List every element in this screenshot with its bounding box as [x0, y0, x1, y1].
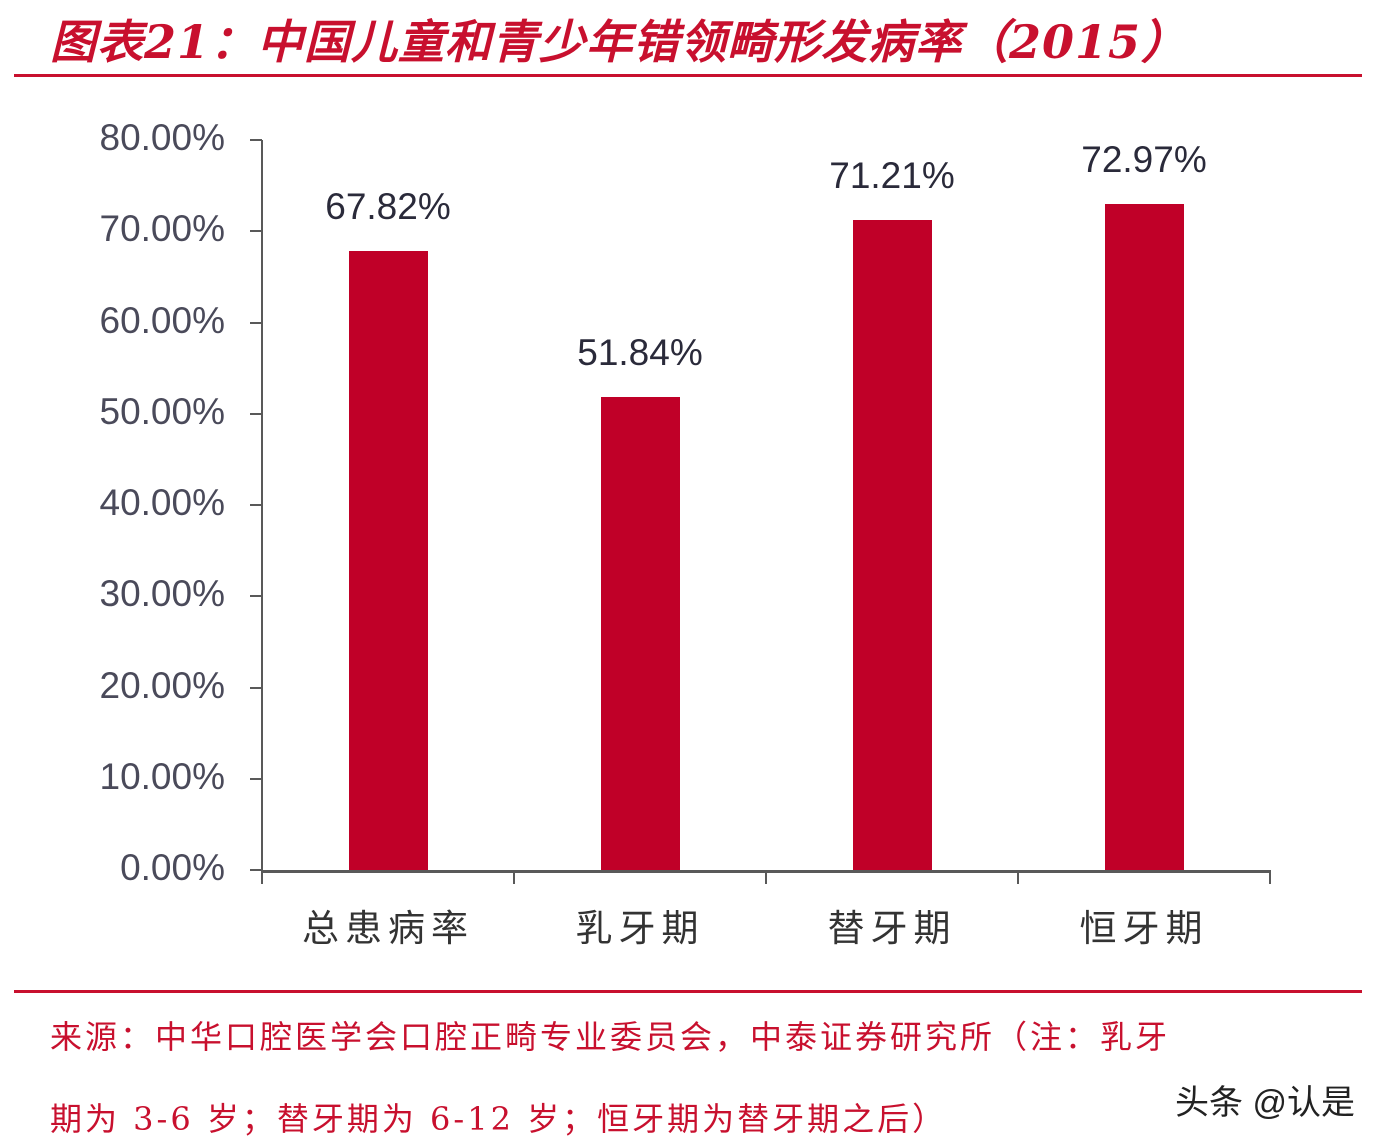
bar-value-label: 51.84% — [577, 331, 703, 373]
y-tick-label: 20.00% — [99, 664, 226, 706]
figure-title: 图表21：中国儿童和青少年错领畸形发病率（2015） — [50, 15, 1189, 69]
y-tick-mark — [250, 504, 262, 506]
y-tick-label: 80.00% — [99, 117, 226, 158]
bar-value-label: 72.97% — [1081, 139, 1207, 181]
source-note-line1: 来源：中华口腔医学会口腔正畸专业委员会，中泰证券研究所（注：乳牙 — [50, 1018, 1171, 1056]
bar-value-label: 67.82% — [325, 186, 451, 228]
category-label: 总患病率 — [302, 907, 474, 950]
bar-2 — [853, 220, 932, 870]
source-note-line2: 期为 3-6 岁；替牙期为 6-12 岁；恒牙期为替牙期之后） — [50, 1100, 948, 1138]
y-tick-label: 60.00% — [99, 299, 226, 341]
y-tick-label: 0.00% — [120, 847, 225, 888]
y-tick-mark — [250, 869, 262, 871]
bar-3 — [1105, 204, 1184, 870]
category-label: 恒牙期 — [1079, 907, 1209, 950]
source-divider — [14, 990, 1362, 993]
title-divider — [14, 74, 1362, 77]
bar-chart: 0.00% 10.00% 20.00% 30.00% 40.00% 50.00% 60.00… — [99, 117, 1271, 950]
y-tick-mark — [250, 139, 262, 141]
y-tick-mark — [250, 595, 262, 598]
bar-value-label: 71.21% — [829, 155, 955, 197]
y-tick-label: 50.00% — [99, 390, 226, 432]
x-tick-mark — [261, 870, 263, 884]
y-axis — [261, 140, 263, 872]
y-tick-label: 40.00% — [99, 482, 226, 523]
x-tick-mark — [513, 870, 515, 884]
y-tick-label: 30.00% — [99, 573, 226, 615]
bar-0 — [349, 251, 428, 870]
y-tick-label: 10.00% — [99, 755, 226, 797]
x-tick-mark — [1269, 870, 1271, 884]
x-tick-mark — [765, 870, 767, 884]
y-tick-mark — [250, 321, 262, 324]
category-label: 乳牙期 — [575, 907, 705, 950]
y-tick-mark — [250, 777, 262, 780]
y-tick-label: 70.00% — [99, 208, 226, 250]
x-tick-mark — [1017, 870, 1019, 884]
bar-1 — [601, 396, 680, 870]
y-tick-mark — [250, 412, 262, 415]
category-label: 替牙期 — [827, 907, 957, 950]
watermark: 头条 @认是 — [1175, 1084, 1355, 1122]
y-tick-mark — [250, 686, 262, 689]
y-tick-mark — [250, 230, 262, 233]
